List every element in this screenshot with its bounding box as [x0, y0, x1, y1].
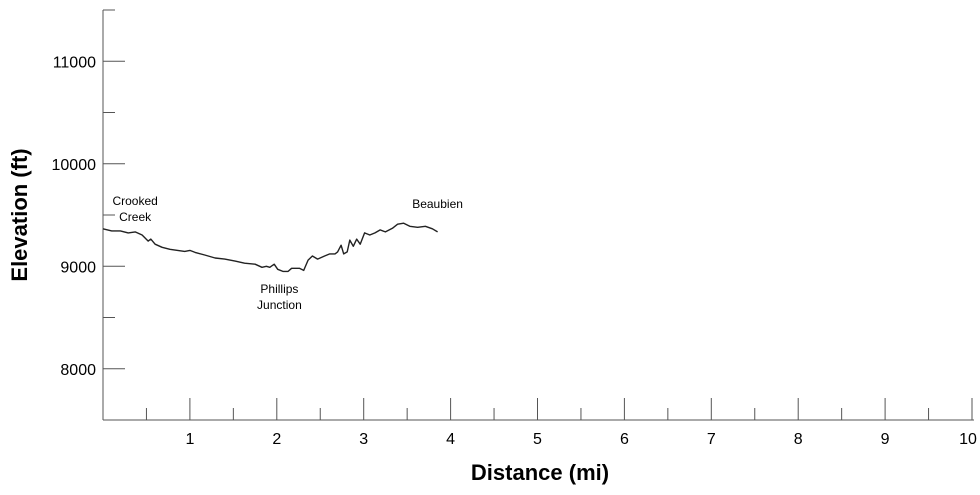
- x-tick-label: 3: [359, 431, 368, 448]
- location-label: Phillips: [260, 282, 298, 296]
- location-label: Junction: [257, 298, 302, 312]
- x-tick-label: 5: [533, 431, 542, 448]
- x-tick-label: 4: [446, 431, 455, 448]
- x-tick-label: 8: [794, 431, 803, 448]
- location-label: Creek: [119, 210, 152, 224]
- x-tick-label: 10: [959, 431, 977, 448]
- x-tick-label: 2: [272, 431, 281, 448]
- location-label: Beaubien: [412, 197, 463, 211]
- elevation-profile-line: [102, 222, 438, 273]
- location-label: Crooked: [112, 194, 157, 208]
- x-tick-label: 9: [881, 431, 890, 448]
- y-axis-label: Elevation (ft): [7, 148, 32, 281]
- y-tick-label: 8000: [60, 362, 96, 379]
- y-tick-label: 10000: [52, 157, 97, 174]
- x-tick-label: 1: [185, 431, 194, 448]
- x-tick-label: 6: [620, 431, 629, 448]
- x-tick-label: 7: [707, 431, 716, 448]
- y-tick-label: 11000: [53, 54, 96, 71]
- x-axis-label: Distance (mi): [471, 460, 609, 485]
- y-tick-label: 9000: [60, 259, 96, 276]
